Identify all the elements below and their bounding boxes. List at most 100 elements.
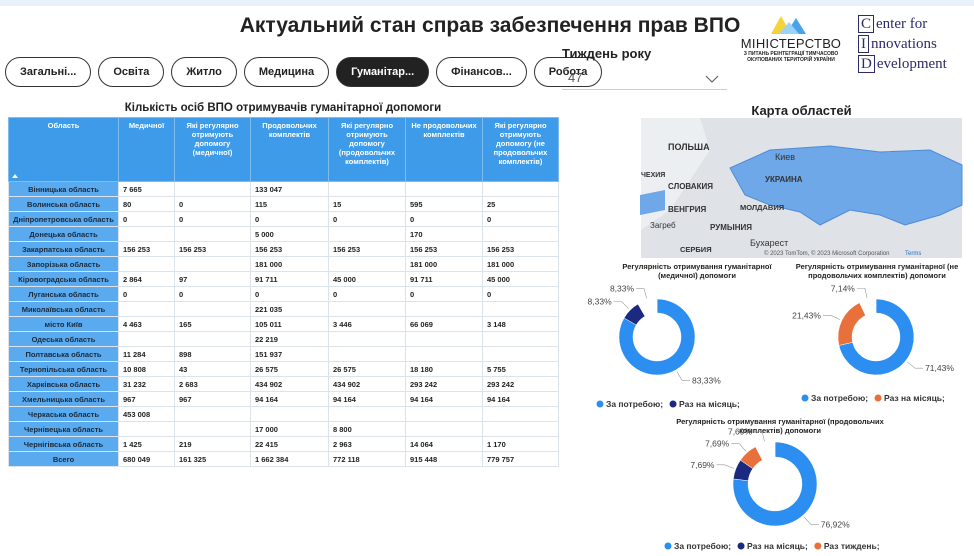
- table-row: Кіровоградська область 2 864 97 91 711 45 00…: [8, 271, 559, 287]
- column-header-text: Які регулярно отримують допомогу (продов…: [338, 121, 396, 166]
- tab-button[interactable]: Гуманітар...: [336, 57, 430, 87]
- map-label: Загреб: [650, 221, 676, 230]
- column-header-text: Які регулярно отримують допомогу (медичн…: [186, 121, 239, 157]
- legend-label: Раз на місяць;: [679, 399, 740, 409]
- map-label: СЕРБИЯ: [680, 245, 712, 254]
- column-header-text: Область: [47, 121, 80, 130]
- legend-label: Раз тиждень;: [824, 541, 880, 551]
- cid-line: Development: [861, 56, 947, 72]
- tab-button[interactable]: Медицина: [243, 57, 330, 87]
- region-cell: Луганська область: [8, 286, 119, 302]
- donut-segment: [755, 441, 776, 461]
- ministry-sub: ОКУПОВАНИХ ТЕРИТОРІЙ УКРАЇНИ: [747, 57, 835, 63]
- legend-swatch: [814, 542, 822, 550]
- data-label: 76,92%: [821, 519, 850, 529]
- table-row: Волинська область 80 0 115 15 595 25: [8, 196, 559, 212]
- table-row: Чернігівська область 1 425 219 22 415 2 963 1…: [8, 436, 559, 452]
- legend-label: За потребою;: [674, 541, 731, 551]
- donut-segment: [732, 441, 818, 527]
- column-header: Які регулярно отримують допомогу (медичн…: [174, 117, 251, 182]
- leader-line: [907, 361, 924, 369]
- ministry-logo: МІНІСТЕРСТВО З ПИТАНЬ РЕІНТЕГРАЦІЇ ТИМЧА…: [735, 14, 847, 63]
- map-attribution: © 2023 TomTom, © 2023 Microsoft Corporat…: [764, 250, 889, 257]
- tab-button[interactable]: Робота: [533, 57, 603, 87]
- ministry-sub: З ПИТАНЬ РЕІНТЕГРАЦІЇ ТИМЧАСОВО: [743, 51, 839, 57]
- leader-line: [636, 288, 647, 299]
- value-cell: 25: [482, 196, 559, 212]
- map-label: МОЛДАВИЯ: [740, 203, 784, 212]
- region-cell: Черкаська область: [8, 406, 119, 422]
- legend-swatch: [664, 542, 672, 550]
- tab-button[interactable]: Освіта: [98, 57, 165, 87]
- data-label: 21,43%: [792, 310, 821, 320]
- table-body: Вінницька область 7 665 133 047 Волинська о…: [8, 181, 559, 467]
- data-label: 71,43%: [925, 363, 954, 373]
- table-row: Донецька область 5 000 170: [8, 226, 559, 242]
- donut: 71,43% 21,43% 7,14%: [792, 283, 954, 376]
- map-region: [640, 190, 665, 215]
- dropdown-arrow: [705, 75, 719, 83]
- data-label: 7,69%: [705, 439, 730, 449]
- map-label: УКРАИНА: [765, 175, 803, 184]
- leader-line: [803, 516, 819, 525]
- data-table: Область Медичної Які регулярно отримують д…: [8, 117, 559, 467]
- region-cell: Кіровоградська область: [8, 271, 119, 287]
- region-cell: Чернівецька область: [8, 421, 119, 437]
- table-title: Кількість осіб ВПО отримувачів гуманітар…: [124, 102, 442, 114]
- column-header: Які регулярно отримують допомогу (не про…: [482, 117, 559, 182]
- leader-line: [754, 431, 765, 442]
- leader-line: [731, 443, 747, 452]
- value-cell: 772 118: [328, 451, 406, 467]
- week-dropdown[interactable]: 47: [562, 66, 727, 90]
- donut-title: Регулярність отримування гуманітарної (м…: [622, 262, 772, 280]
- column-header: Не продовольчих комплектів: [405, 117, 483, 182]
- leader-line: [856, 287, 868, 299]
- data-label: 8,33%: [588, 297, 613, 307]
- donut-segment: [859, 298, 877, 316]
- legend-swatch: [596, 400, 604, 408]
- table-row: Харківська область 31 232 2 683 434 902 434 …: [8, 376, 559, 392]
- leader-line: [716, 464, 734, 469]
- map: [640, 118, 963, 258]
- data-label: 7,69%: [728, 427, 753, 437]
- ministry-name: МІНІСТЕРСТВО: [740, 36, 842, 51]
- column-header: Які регулярно отримують допомогу (продов…: [328, 117, 406, 182]
- leader-line: [676, 371, 690, 381]
- donut-segment: [837, 302, 866, 346]
- page-title: Актуальний стан справ забезпечення прав …: [239, 14, 741, 37]
- tab-button[interactable]: Фінансов...: [436, 57, 527, 87]
- column-header-text: Не продовольчих комплектів: [411, 121, 477, 139]
- legend-swatch: [874, 394, 882, 402]
- column-header: Область: [8, 117, 119, 182]
- donut-title: Регулярність отримування гуманітарної (н…: [795, 262, 959, 280]
- donut-segment: [838, 298, 915, 376]
- table-row: Одеська область 22 219: [8, 331, 559, 347]
- donut: 83,33% 8,33% 8,33%: [588, 284, 722, 386]
- donut-segment: [618, 298, 696, 376]
- map-label: РУМЫНИЯ: [710, 223, 752, 232]
- region-cell: Всего: [8, 451, 119, 467]
- data-label: 83,33%: [692, 375, 721, 385]
- map-label: СЛОВАКИЯ: [668, 182, 713, 191]
- donut-segment: [637, 298, 658, 317]
- region-cell: Полтавська область: [8, 346, 119, 362]
- legend-swatch: [669, 400, 677, 408]
- column-header-text: Які регулярно отримують допомогу (не про…: [493, 121, 548, 166]
- table-row: Закарпатська область 156 253 156 253 156 25…: [8, 241, 559, 257]
- region-cell: місто Київ: [8, 316, 119, 332]
- legend-label: За потребою;: [606, 399, 663, 409]
- region-cell: Запорізька область: [8, 256, 119, 272]
- map-label: Бухарест: [750, 238, 788, 248]
- map-ukraine: [729, 145, 963, 226]
- map-label: ВЕНГРИЯ: [668, 205, 707, 214]
- tab-button[interactable]: Загальні...: [5, 57, 92, 87]
- leader-line: [822, 314, 841, 320]
- table-row: Хмельницька область 967 967 94 164 94 164 94 …: [8, 391, 559, 407]
- cid-line: Center for: [861, 16, 928, 32]
- data-label: 8,33%: [610, 284, 635, 294]
- tab-button[interactable]: Житло: [171, 57, 237, 87]
- table-row: Полтавська область 11 284 898 151 937: [8, 346, 559, 362]
- column-header: Продовольчих комплектів: [250, 117, 329, 182]
